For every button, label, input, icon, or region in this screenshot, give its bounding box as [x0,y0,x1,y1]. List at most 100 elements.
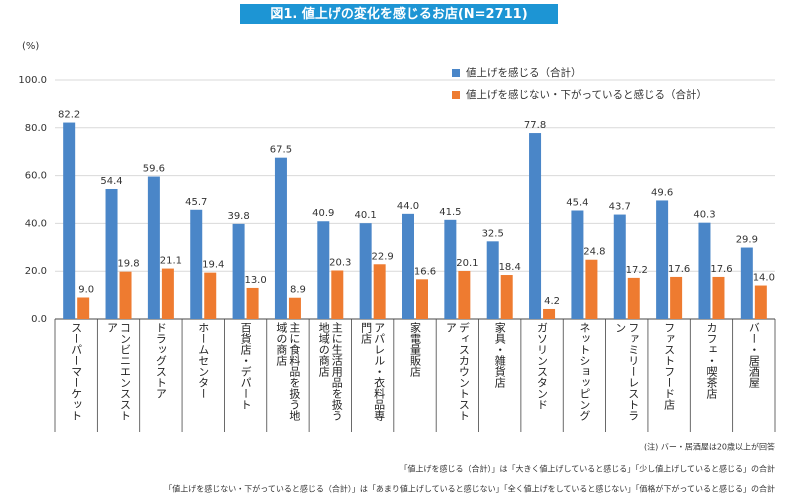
data-label: 40.1 [355,210,377,221]
legend-label: 値上げを感じる（合計） [466,66,582,79]
bar [190,209,203,319]
bar [232,223,245,319]
y-tick-label: 80.0 [25,123,47,134]
x-tick-label-box: ファストフード店 [662,322,676,410]
x-tick-label: 百貨店・デパート [239,322,253,410]
bar [698,222,711,319]
x-tick-label-box: ディスカウントストア [444,322,471,421]
x-tick-label: アパレル・衣料品専門店 [359,322,386,421]
x-tick-label: 家具・雑貨店 [493,322,507,388]
bar [529,133,542,319]
x-tick-label: ネットショッピング [577,322,591,421]
bar [500,275,513,319]
bar [627,277,640,319]
bar [147,176,160,319]
data-label: 59.6 [143,164,165,175]
data-label: 9.0 [78,284,94,295]
bar [585,259,598,319]
x-tick-label: 主に生活用品を扱う地域の商店 [317,322,344,421]
x-tick-label: スーパーマーケット [69,322,83,421]
x-tick-label: ファストフード店 [662,322,676,410]
x-tick-label-box: ガソリンスタンド [536,322,549,410]
bar [317,221,330,319]
bar [288,297,301,319]
data-label: 77.8 [524,120,546,131]
data-label: 19.4 [202,260,224,271]
chart-title: 図1. 値上げの変化を感じるお店(N=2711) [270,6,527,22]
bar [754,285,767,319]
data-label: 32.5 [482,228,504,239]
bar [656,200,669,319]
bar [402,213,414,319]
bar [161,268,174,319]
data-label: 40.3 [693,210,715,221]
note: 「値上げを感じない・下がっていると感じる（合計）」は「あまり値上げしていると感じ… [164,484,775,494]
data-label: 39.8 [227,211,249,222]
data-label: 40.9 [312,208,334,219]
bar [486,241,499,319]
data-label: 45.7 [185,197,207,208]
data-label: 13.0 [244,275,266,286]
x-tick-label-box: 百貨店・デパート [239,322,253,410]
x-tick-label-box: ドラッグストア [154,322,167,399]
x-tick-label-box: ホームセンター [196,322,210,399]
data-label: 43.7 [609,202,631,213]
x-tick-label: ホームセンター [196,322,210,399]
data-label: 16.6 [414,266,436,277]
x-tick-label: コンビニエンスストア [105,322,132,421]
data-label: 29.9 [736,235,758,246]
x-tick-label: カフェ・喫茶店 [704,322,718,399]
x-tick-label-box: 主に生活用品を扱う地域の商店 [317,322,344,421]
x-tick-label: 主に食料品を扱う地域の商店 [274,322,301,421]
bar [373,264,386,319]
legend-label: 値上げを感じない・下がっていると感じる（合計） [466,88,707,101]
bar [204,272,217,319]
note: 「値上げを感じる（合計）」は「大きく値上げしていると感じる」「少し値上げしている… [399,464,775,474]
title-banner [240,4,558,24]
data-label: 22.9 [372,251,394,262]
data-label: 19.8 [117,259,139,270]
y-axis-label: (%) [22,41,39,52]
note: (注) バー・居酒屋は20歳以上が回答 [644,442,775,452]
x-tick-label: 家電量販店 [408,322,422,377]
legend-swatch [452,91,460,99]
bar [359,223,372,319]
x-tick-label-box: ネットショッピング [577,322,591,421]
data-label: 54.4 [100,176,122,187]
y-tick-label: 40.0 [25,218,47,229]
data-label: 20.1 [456,258,478,269]
data-label: 18.4 [499,262,521,273]
data-label: 4.2 [544,296,560,307]
data-label: 14.0 [753,273,775,284]
data-label: 24.8 [583,247,605,258]
legend-swatch [452,69,460,77]
y-tick-label: 60.0 [25,171,47,182]
data-label: 67.5 [270,145,292,156]
data-label: 8.9 [290,285,306,296]
data-label: 17.6 [710,264,732,275]
data-label: 44.0 [397,201,419,212]
data-label: 20.3 [329,257,351,268]
x-tick-label: ディスカウントストア [444,322,471,421]
y-tick-label: 0.0 [31,314,47,325]
bar [571,210,584,319]
x-tick-label-box: アパレル・衣料品専門店 [359,322,386,421]
data-label: 49.6 [651,187,673,198]
bar [63,122,76,320]
x-tick-label: ファミリーレストラン [613,322,640,421]
bar [670,276,683,319]
bar [444,219,457,319]
x-tick-label: バー・居酒屋 [747,322,761,388]
data-label: 45.4 [566,197,588,208]
data-label: 17.2 [626,265,648,276]
bar [543,308,556,319]
x-tick-label-box: 家具・雑貨店 [493,322,507,388]
bar [246,287,259,319]
bar [458,270,471,319]
x-tick-label-box: カフェ・喫茶店 [704,322,718,399]
x-tick-label-box: 主に食料品を扱う地域の商店 [274,322,301,421]
y-tick-label: 20.0 [25,266,47,277]
bar [416,279,428,319]
x-tick-label-box: コンビニエンスストア [105,322,132,421]
